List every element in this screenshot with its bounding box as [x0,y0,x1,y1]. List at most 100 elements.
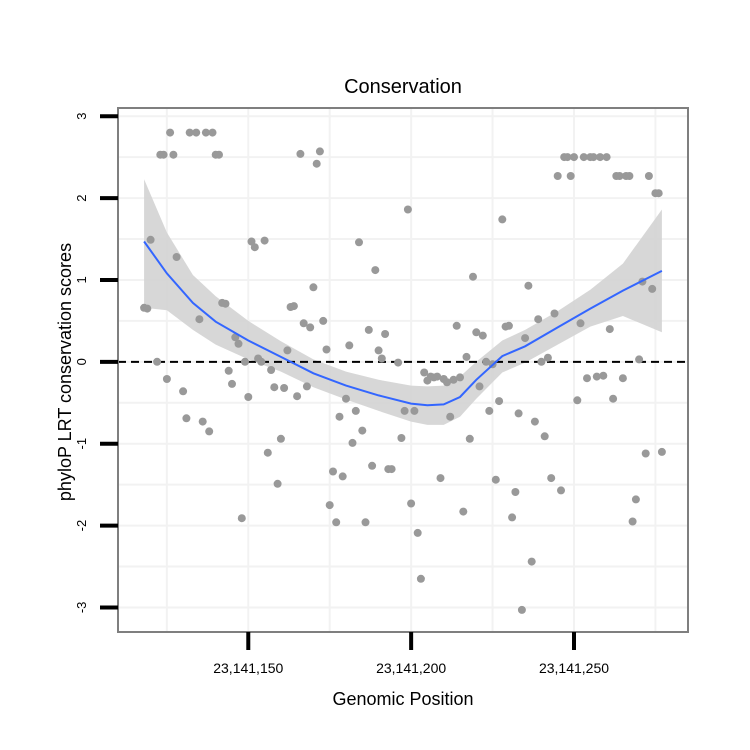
data-point [618,374,627,383]
data-point [456,373,464,382]
data-point [449,375,458,384]
data-point [250,243,259,252]
data-point [348,438,357,447]
data-point [146,235,155,244]
data-point [482,357,491,366]
data-point [648,284,657,293]
data-point [270,383,279,392]
data-point [143,304,152,313]
data-point [195,315,204,324]
data-point [475,382,484,391]
data-point [478,331,487,340]
data-point [537,357,546,366]
data-point [159,150,168,159]
data-point [338,472,347,481]
data-point [547,474,556,483]
data-point [433,372,442,381]
data-point [615,172,624,180]
y-tick-label: 1 [74,276,89,283]
data-point [335,412,344,421]
data-point [508,513,517,522]
data-point [355,238,363,247]
data-point [420,368,429,377]
data-point [361,518,370,527]
y-tick-label: 2 [74,194,89,201]
x-axis-label: Genomic Position [332,689,473,709]
data-point [631,495,640,504]
data-point [579,153,588,162]
data-point [524,281,533,290]
data-point [573,396,582,405]
data-point [540,432,549,441]
data-point [358,426,367,435]
data-point [436,474,445,483]
y-axis-label: phyloP LRT conservation scores [55,243,75,501]
data-point [644,172,653,180]
data-point [563,153,572,162]
data-point [172,253,181,261]
data-point [260,236,269,245]
smooth-line [143,240,663,407]
data-point [465,434,474,443]
data-point [283,346,292,355]
data-point [400,406,409,415]
x-tick-label: 23,141,200 [376,660,446,676]
data-point [192,128,201,137]
data-point [504,321,513,330]
y-tick-label: -1 [74,438,89,450]
data-point [550,309,559,318]
data-point [397,434,406,442]
y-tick-label: 3 [74,113,89,120]
data-point [312,159,321,168]
data-point [198,417,207,426]
data-point [325,501,334,510]
y-tick-label: -2 [74,520,89,532]
data-point [169,150,178,159]
data-point [237,514,246,523]
data-point [446,412,455,421]
data-point [166,128,175,137]
data-point [394,358,403,367]
data-point [208,128,217,137]
data-point [407,499,416,508]
data-points [140,128,666,614]
data-point [257,357,266,366]
data-point [641,449,650,458]
data-point [182,414,191,423]
data-point [315,147,324,156]
data-point [224,366,233,375]
data-point [205,427,214,436]
data-point [459,507,468,516]
data-point [162,375,171,383]
data-point [543,353,552,362]
data-point [351,406,360,415]
confidence-band [144,179,662,425]
y-tick-label: -3 [74,602,89,614]
data-point [511,488,520,496]
grid-lines [118,108,688,632]
x-tick-label: 23,141,150 [213,660,283,676]
data-point [273,479,282,488]
data-point [625,172,634,180]
data-point [244,393,253,401]
data-point [185,128,194,137]
data-point [309,283,318,292]
data-point [517,605,526,614]
data-point [416,574,425,583]
axis-ticks: -3 -2 -1 0 1 2 3 23,141,150 23,141,200 23,141,250 [74,113,609,676]
data-point [413,528,422,537]
data-point [302,382,311,391]
data-point [485,406,494,415]
data-point [221,299,230,308]
data-point [299,319,308,328]
data-point [443,378,451,387]
data-point [530,417,539,426]
data-point [306,323,315,332]
data-point [657,447,666,456]
data-point [570,153,578,162]
data-point [345,341,354,350]
data-point [371,266,380,275]
data-point [599,371,608,380]
data-point [491,475,500,484]
data-point [319,316,328,325]
